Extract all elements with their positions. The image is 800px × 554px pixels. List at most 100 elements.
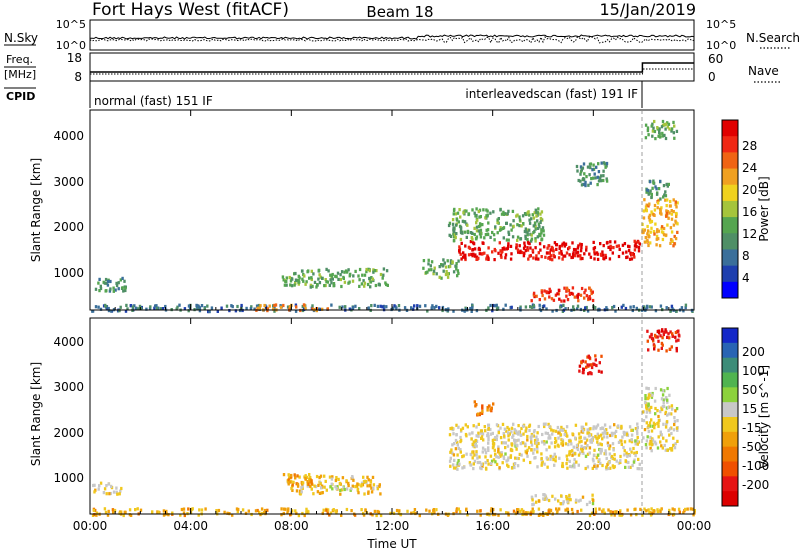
heatmap-cell-region-5 [484, 448, 487, 452]
heatmap-cell-region-1 [418, 304, 422, 308]
heatmap-cell-region-5 [491, 442, 495, 446]
heatmap-cell-region-2 [367, 491, 370, 495]
heatmap-cell-region-9 [670, 217, 674, 221]
heatmap-cell-region-5 [574, 248, 577, 252]
heatmap-cell-region-0 [97, 487, 100, 491]
heatmap-cell-region-7 [476, 412, 480, 416]
heatmap-cell-region-11 [677, 338, 680, 342]
heatmap-cell-region-9 [649, 424, 652, 428]
heatmap-cell-region-3 [304, 477, 307, 481]
heatmap-cell-region-5 [461, 455, 464, 459]
heatmap-cell-region-4 [432, 272, 435, 276]
heatmap-cell-region-5 [617, 254, 621, 259]
heatmap-cell-region-1 [648, 511, 651, 515]
heatmap-cell-region-5 [531, 434, 534, 438]
heatmap-cell-region-3 [360, 282, 364, 286]
heatmap-cell-region-4 [444, 265, 448, 269]
heatmap-cell-region-5 [636, 435, 639, 440]
heatmap-cell-region-1 [650, 507, 653, 511]
heatmap-cell-region-3 [332, 284, 335, 288]
heatmap-cell-region-2 [258, 307, 261, 311]
heatmap-cell-region-1 [258, 510, 261, 514]
heatmap-cell-region-6 [557, 499, 560, 503]
heatmap-cell-region-6 [502, 226, 506, 230]
heatmap-cell-region-3 [317, 277, 320, 281]
heatmap-cell-region-5 [580, 425, 583, 429]
heatmap-cell-region-6 [534, 239, 537, 243]
heatmap-cell-region-5 [580, 439, 583, 443]
heatmap-cell-region-5 [604, 253, 607, 257]
heatmap-cell-region-0 [109, 279, 112, 284]
heatmap-cell-region-2 [295, 305, 298, 309]
heatmap-cell-region-1 [634, 507, 637, 511]
heatmap-cell-region-6 [492, 210, 495, 214]
heatmap-cell-region-6 [505, 221, 508, 225]
heatmap-cell-region-5 [625, 255, 628, 260]
heatmap-cell-region-5 [495, 423, 499, 427]
heatmap-cell-region-5 [464, 253, 467, 257]
heatmap-cell-region-5 [599, 442, 602, 446]
heatmap-cell-region-5 [608, 425, 612, 429]
heatmap-cell-region-6 [539, 220, 542, 225]
heatmap-cell-region-1 [240, 303, 243, 308]
heatmap-cell-region-6 [542, 229, 545, 233]
heatmap-cell-region-11 [670, 127, 674, 131]
heatmap-cell-region-10 [646, 397, 650, 401]
heatmap-cell-region-4 [438, 265, 441, 269]
heatmap-cell-region-7 [540, 290, 544, 294]
velocity-panel: 4000 3000 2000 1000 Slant Range [km] 00:… [29, 317, 711, 551]
heatmap-cell-region-1 [529, 305, 532, 309]
heatmap-cell-region-1 [510, 305, 513, 309]
heatmap-cell-region-1 [351, 305, 355, 310]
heatmap-cell-region-5 [592, 427, 595, 431]
vel-cbar-title: Velocity [m s^-1] [757, 365, 771, 469]
heatmap-cell-region-11 [653, 129, 657, 134]
heatmap-cell-region-5 [606, 431, 609, 435]
heatmap-cell-region-5 [469, 452, 472, 457]
heatmap-cell-region-6 [536, 235, 539, 239]
heatmap-cell-region-11 [668, 347, 671, 351]
heatmap-cell-region-6 [500, 212, 504, 216]
heatmap-cell-region-6 [459, 237, 463, 242]
heatmap-cell-region-6 [475, 207, 478, 211]
heatmap-cell-region-5 [562, 241, 566, 245]
heatmap-cell-region-6 [566, 500, 569, 504]
heatmap-cell-region-11 [657, 348, 660, 352]
heatmap-cell-region-5 [572, 247, 576, 252]
heatmap-cell-region-6 [461, 219, 465, 223]
heatmap-cell-region-7 [554, 293, 558, 297]
heatmap-cell-region-5 [614, 429, 618, 433]
heatmap-cell-region-0 [109, 491, 112, 496]
heatmap-cell-region-5 [502, 455, 505, 459]
heatmap-cell-region-3 [363, 273, 367, 277]
heatmap-cell-region-9 [647, 204, 650, 208]
heatmap-cell-region-1 [620, 305, 623, 309]
heatmap-cell-region-5 [596, 440, 599, 444]
heatmap-cell-region-5 [505, 247, 509, 251]
colorbar-swatch [722, 152, 738, 170]
heatmap-cell-region-5 [537, 257, 540, 261]
heatmap-cell-region-1 [413, 304, 416, 308]
heatmap-cell-region-1 [145, 307, 148, 311]
heatmap-cell-region-5 [468, 246, 472, 250]
heatmap-cell-region-5 [577, 453, 581, 457]
heatmap-cell-region-10 [645, 386, 648, 390]
heatmap-cell-region-5 [506, 425, 509, 430]
heatmap-cell-region-5 [497, 455, 500, 459]
heatmap-cell-region-11 [648, 335, 652, 339]
heatmap-cell-region-5 [565, 251, 569, 255]
heatmap-cell-region-9 [645, 439, 649, 443]
heatmap-cell-region-3 [372, 268, 375, 272]
heatmap-cell-region-9 [657, 418, 661, 423]
heatmap-cell-region-5 [478, 455, 481, 459]
heatmap-cell-region-4 [448, 264, 452, 268]
heatmap-cell-region-1 [94, 508, 97, 513]
heatmap-cell-region-0 [116, 492, 119, 496]
heatmap-cell-region-11 [658, 127, 661, 131]
heatmap-cell-region-5 [499, 426, 502, 430]
heatmap-cell-region-3 [324, 278, 327, 282]
heatmap-cell-region-5 [545, 456, 548, 460]
heatmap-cell-region-11 [671, 334, 674, 338]
heatmap-cell-region-5 [475, 255, 479, 259]
heatmap-cell-region-5 [507, 464, 510, 469]
